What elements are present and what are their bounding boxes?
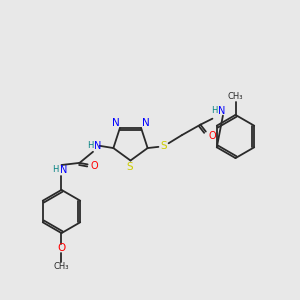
Text: S: S [160,141,167,151]
Text: O: O [208,131,216,141]
Text: N: N [94,141,101,151]
Text: H: H [87,141,93,150]
Text: O: O [57,243,66,253]
Text: CH₃: CH₃ [54,262,69,271]
Text: H: H [211,106,218,115]
Text: O: O [91,161,98,171]
Text: N: N [112,118,119,128]
Text: S: S [127,161,133,172]
Text: N: N [142,118,149,128]
Text: H: H [52,165,58,174]
Text: N: N [60,165,68,175]
Text: CH₃: CH₃ [228,92,243,101]
Text: N: N [218,106,225,116]
